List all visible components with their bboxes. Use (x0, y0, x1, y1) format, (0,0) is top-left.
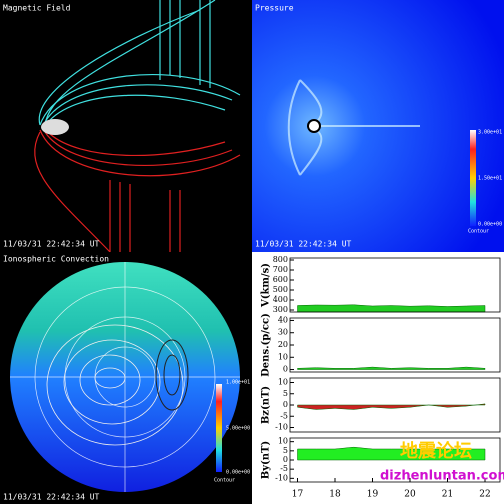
x-tick-label: 20 (404, 490, 416, 500)
colorbar-title: Contour (214, 478, 235, 484)
y-axis-label: Dens.(p/cc) (261, 313, 272, 377)
colorbar-label: 0.00e+00 (478, 222, 502, 228)
y-axis-label: V(km/s) (261, 263, 272, 308)
y-tick-label: 600 (273, 275, 288, 284)
field-lines-north (38, 0, 241, 126)
field-lines-south (34, 129, 241, 253)
x-tick-label: 18 (329, 490, 341, 500)
x-tick-label: 19 (367, 490, 379, 500)
panel-title: Pressure (255, 4, 294, 13)
colorbar-label: 0.00e+00 (226, 470, 250, 476)
area (297, 446, 486, 461)
y-tick-label: 0 (283, 400, 288, 409)
colorbar (216, 384, 222, 472)
panel-title: Ionospheric Convection (3, 255, 109, 264)
colorbar (470, 130, 476, 226)
plot-frame (289, 257, 501, 313)
colorbar-label: 1.00e+01 (226, 380, 250, 386)
panel-title: Magnetic Field (3, 4, 71, 13)
y-tick-label: -5 (280, 411, 288, 420)
y-tick-label: 10 (278, 437, 288, 446)
watermark-cn: 地震论坛 (400, 440, 472, 462)
y-tick-label: 30 (278, 328, 288, 337)
y-tick-label: 800 (273, 255, 288, 264)
x-tick-label: 21 (442, 490, 453, 500)
y-tick-label: 10 (278, 378, 288, 387)
contours-dark (155, 339, 189, 411)
y-tick-label: 40 (278, 315, 288, 324)
y-tick-label: 400 (273, 295, 288, 304)
area (297, 304, 486, 313)
y-tick-label: -5 (280, 464, 288, 473)
y-tick-label: 500 (273, 285, 288, 294)
watermark-url: dizhenluntan.com (380, 469, 504, 484)
y-tick-label: -10 (275, 423, 288, 432)
colorbar-label: 5.00e+00 (226, 426, 250, 432)
earth (307, 119, 321, 133)
bow-shock (287, 79, 420, 176)
y-tick-label: 10 (278, 352, 288, 361)
area (297, 403, 486, 410)
y-axis-label: By(nT) (261, 441, 272, 479)
timestamp: 11/03/31 22:42:34 UT (3, 240, 100, 249)
x-tick-label: 17 (292, 490, 304, 500)
y-tick-label: 5 (283, 389, 288, 398)
magnetic-panel (0, 0, 252, 252)
y-tick-label: 700 (273, 265, 288, 274)
area (297, 366, 486, 370)
y-tick-label: 300 (273, 305, 288, 314)
earth (41, 119, 69, 135)
colorbar-title: Contour (468, 229, 489, 235)
y-tick-label: -10 (275, 473, 288, 482)
y-tick-label: 0 (283, 365, 288, 374)
x-tick-label: 22 (479, 490, 490, 500)
timestamp: 11/03/31 22:42:34 UT (3, 493, 100, 502)
colorbar-label: 1.50e+01 (478, 176, 502, 182)
colorbar-label: 3.00e+01 (478, 130, 502, 136)
y-tick-label: 0 (283, 455, 288, 464)
y-axis-label: Bz(nT) (261, 386, 272, 424)
timestamp: 11/03/31 22:42:34 UT (255, 240, 352, 249)
y-tick-label: 5 (283, 446, 288, 455)
contours (46, 324, 184, 446)
y-tick-label: 20 (278, 340, 288, 349)
